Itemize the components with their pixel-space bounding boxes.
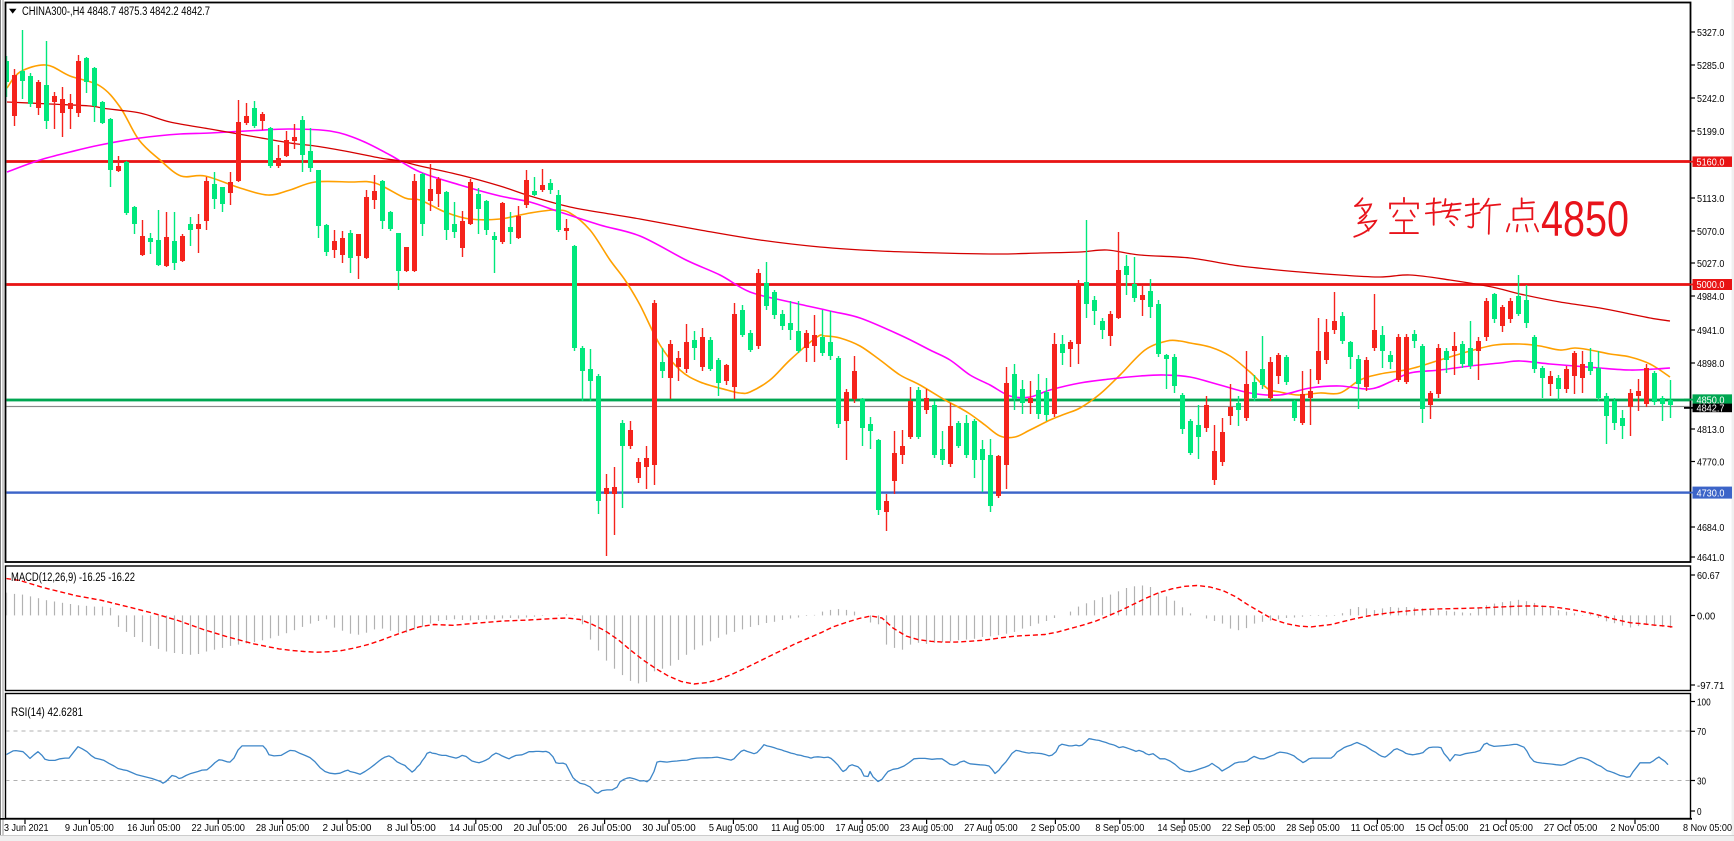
svg-text:4813.0: 4813.0	[1697, 424, 1724, 436]
svg-text:26 Jul 05:00: 26 Jul 05:00	[578, 822, 632, 834]
svg-text:27 Aug 05:00: 27 Aug 05:00	[964, 822, 1018, 834]
svg-text:22 Sep 05:00: 22 Sep 05:00	[1222, 822, 1276, 834]
svg-text:17 Aug 05:00: 17 Aug 05:00	[836, 822, 890, 834]
svg-text:5070.0: 5070.0	[1697, 226, 1724, 238]
svg-text:8 Nov 05:00: 8 Nov 05:00	[1683, 822, 1732, 834]
svg-text:11 Aug 05:00: 11 Aug 05:00	[771, 822, 825, 834]
svg-text:5 Aug 05:00: 5 Aug 05:00	[709, 822, 758, 834]
svg-text:11 Oct 05:00: 11 Oct 05:00	[1351, 822, 1405, 834]
svg-text:21 Oct 05:00: 21 Oct 05:00	[1480, 822, 1534, 834]
svg-text:28 Sep 05:00: 28 Sep 05:00	[1286, 822, 1340, 834]
svg-text:22 Jun 05:00: 22 Jun 05:00	[192, 822, 246, 834]
svg-text:MACD(12,26,9) -16.25 -16.22: MACD(12,26,9) -16.25 -16.22	[11, 572, 135, 584]
svg-text:16 Jun 05:00: 16 Jun 05:00	[127, 822, 181, 834]
svg-text:4984.0: 4984.0	[1697, 291, 1724, 303]
svg-text:5027.0: 5027.0	[1697, 258, 1724, 270]
svg-text:8 Sep 05:00: 8 Sep 05:00	[1095, 822, 1144, 834]
svg-text:4684.0: 4684.0	[1697, 522, 1724, 534]
svg-text:27 Oct 05:00: 27 Oct 05:00	[1544, 822, 1598, 834]
svg-text:23 Aug 05:00: 23 Aug 05:00	[900, 822, 954, 834]
svg-text:2 Nov 05:00: 2 Nov 05:00	[1611, 822, 1660, 834]
svg-text:70: 70	[1697, 726, 1706, 738]
svg-text:0: 0	[1697, 806, 1702, 818]
svg-text:28 Jun 05:00: 28 Jun 05:00	[256, 822, 310, 834]
svg-text:5327.0: 5327.0	[1697, 27, 1724, 39]
svg-text:5242.0: 5242.0	[1697, 93, 1724, 105]
svg-text:CHINA300-,H4 4848.7 4875.3 48: CHINA300-,H4 4848.7 4875.3 4842.2 4842.7	[22, 6, 210, 18]
svg-text:4850: 4850	[1541, 191, 1629, 247]
svg-text:5113.0: 5113.0	[1697, 193, 1724, 205]
svg-text:3 Jun 2021: 3 Jun 2021	[4, 822, 49, 834]
svg-text:30 Jul 05:00: 30 Jul 05:00	[642, 822, 696, 834]
svg-text:4941.0: 4941.0	[1697, 325, 1724, 337]
svg-text:2 Jul 05:00: 2 Jul 05:00	[323, 822, 372, 834]
svg-text:5199.0: 5199.0	[1697, 126, 1724, 138]
svg-text:20 Jul 05:00: 20 Jul 05:00	[514, 822, 568, 834]
svg-text:0.00: 0.00	[1697, 610, 1715, 622]
svg-text:-97.71: -97.71	[1697, 680, 1724, 692]
svg-text:8 Jul 05:00: 8 Jul 05:00	[387, 822, 436, 834]
svg-text:60.67: 60.67	[1697, 570, 1720, 582]
svg-text:15 Oct 05:00: 15 Oct 05:00	[1415, 822, 1469, 834]
svg-text:4850.0: 4850.0	[1697, 394, 1725, 406]
svg-text:14 Sep 05:00: 14 Sep 05:00	[1158, 822, 1212, 834]
svg-text:5000.0: 5000.0	[1697, 279, 1725, 291]
svg-text:5285.0: 5285.0	[1697, 60, 1724, 72]
svg-text:4641.0: 4641.0	[1697, 552, 1724, 564]
svg-text:9 Jun 05:00: 9 Jun 05:00	[65, 822, 114, 834]
svg-text:100: 100	[1697, 696, 1711, 708]
svg-text:2 Sep 05:00: 2 Sep 05:00	[1031, 822, 1080, 834]
svg-text:14 Jul 05:00: 14 Jul 05:00	[449, 822, 503, 834]
svg-text:RSI(14) 42.6281: RSI(14) 42.6281	[11, 707, 83, 719]
svg-text:4770.0: 4770.0	[1697, 456, 1724, 468]
svg-text:4730.0: 4730.0	[1697, 487, 1725, 499]
svg-text:4898.0: 4898.0	[1697, 358, 1724, 370]
svg-text:4842.7: 4842.7	[1697, 403, 1725, 415]
svg-text:5160.0: 5160.0	[1697, 156, 1725, 168]
svg-text:30: 30	[1697, 775, 1706, 787]
